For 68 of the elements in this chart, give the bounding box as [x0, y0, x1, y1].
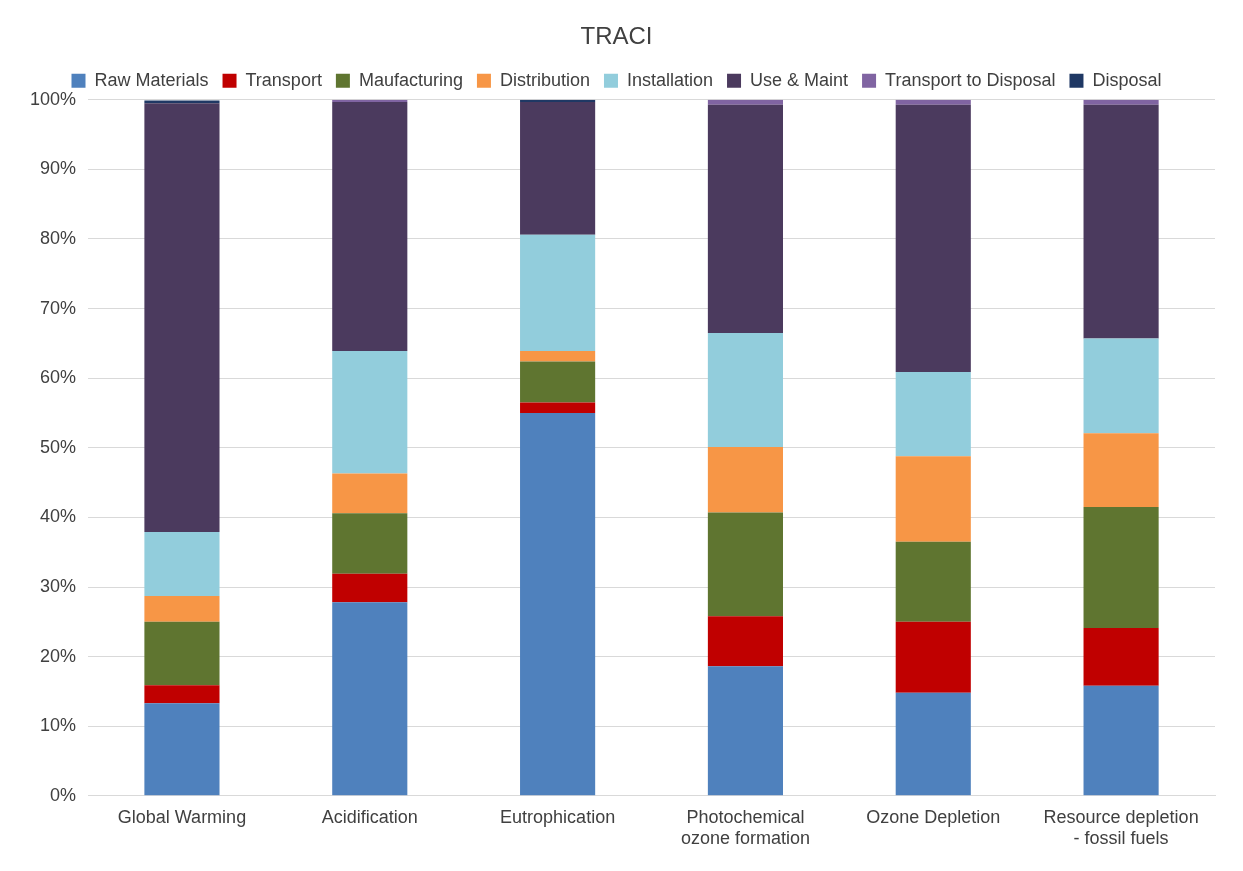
x-tick-label: Global Warming: [117, 806, 247, 827]
legend-label: Distribution: [499, 69, 590, 90]
bar: [144, 621, 220, 686]
bar: [144, 596, 220, 622]
y-tick-label: 60%: [40, 367, 77, 388]
x-tick-label: Eutrophication: [500, 806, 616, 827]
bar: [520, 101, 596, 235]
y-tick-label: 40%: [40, 506, 77, 527]
chart-title: TRACI: [580, 22, 653, 50]
bar: [520, 361, 596, 403]
bar: [520, 402, 596, 413]
y-tick-label: 80%: [40, 227, 77, 248]
legend-label: Installation: [626, 69, 714, 90]
bar: [520, 351, 596, 362]
bar: [332, 351, 408, 474]
y-tick-label: 70%: [40, 297, 77, 318]
bar: [332, 99, 408, 102]
bar: [144, 103, 220, 533]
legend-label: Transport: [245, 69, 322, 90]
x-tick-label: Resource depletion - fossil fuels: [1043, 806, 1199, 849]
bar: [1083, 99, 1159, 105]
bar: [1083, 338, 1159, 434]
bar: [895, 456, 971, 542]
bar: [707, 616, 783, 667]
bar: [332, 473, 408, 514]
legend-label: Maufacturing: [358, 69, 463, 90]
y-tick-label: 0%: [50, 784, 77, 805]
bar: [895, 621, 971, 693]
bar: [520, 99, 596, 102]
legend-label: Raw Materials: [94, 69, 209, 90]
bar: [332, 513, 408, 574]
bar: [895, 692, 971, 796]
bar: [707, 332, 783, 448]
legend-label: Disposal: [1092, 69, 1162, 90]
bar: [1083, 506, 1159, 629]
bar: [707, 666, 783, 796]
y-tick-label: 20%: [40, 645, 77, 666]
bar: [1083, 685, 1159, 796]
bar: [332, 101, 408, 352]
bar: [520, 413, 596, 796]
x-tick-label: Acidification: [321, 806, 418, 827]
bar: [1083, 628, 1159, 686]
bar: [144, 685, 220, 704]
bar: [332, 602, 408, 796]
bar: [1083, 104, 1159, 339]
y-tick-label: 90%: [40, 158, 77, 179]
y-tick-label: 100%: [29, 88, 77, 109]
bar: [895, 99, 971, 105]
bar: [1083, 433, 1159, 507]
bar: [895, 371, 971, 457]
bar: [707, 104, 783, 333]
legend-label: Use & Maint: [750, 69, 849, 90]
bar: [707, 447, 783, 513]
y-tick-label: 10%: [40, 715, 77, 736]
x-tick-label: Photochemical ozone formation: [680, 806, 810, 849]
bar: [707, 99, 783, 105]
bar: [144, 100, 220, 104]
bar: [332, 573, 408, 603]
x-tick-label: Ozone Depletion: [866, 806, 1001, 827]
bar: [520, 234, 596, 352]
bar: [144, 532, 220, 597]
legend-label: Transport to Disposal: [885, 69, 1056, 90]
bar: [895, 541, 971, 622]
bar: [707, 512, 783, 617]
y-tick-label: 30%: [40, 575, 77, 596]
bar: [144, 703, 220, 796]
bar: [895, 104, 971, 372]
y-tick-label: 50%: [40, 436, 77, 457]
